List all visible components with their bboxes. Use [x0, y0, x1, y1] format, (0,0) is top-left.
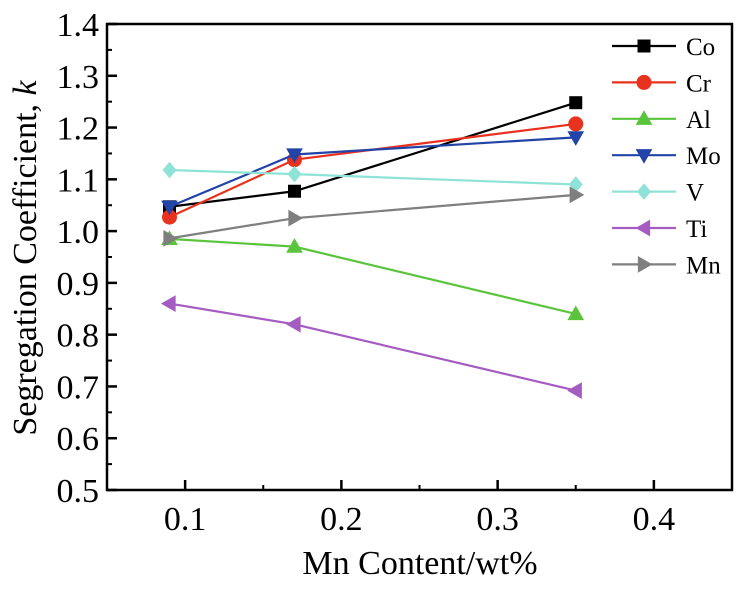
legend-label-ti: Ti [686, 216, 707, 243]
data-point-al [286, 238, 303, 253]
axes: 0.5 0.6 0.7 0.8 0.9 1.0 1.1 1.2 1.3 1.4 0.1 0.2 0.3 0… [57, 7, 734, 538]
legend-item-mo: Mo [612, 143, 721, 170]
series-al [161, 230, 585, 321]
y-tick-label: 1.2 [57, 111, 100, 148]
legend-item-cr: Cr [612, 70, 712, 97]
data-point-mo [161, 200, 178, 216]
data-point-al [567, 305, 585, 321]
series-cr [162, 116, 584, 225]
legend-label-mo: Mo [686, 143, 721, 170]
x-tick-label: 0.1 [164, 501, 207, 538]
data-point-v [287, 165, 302, 183]
legend-label-co: Co [686, 34, 715, 61]
data-point-ti [285, 315, 301, 333]
series-co [163, 96, 583, 214]
legend-marker-al [635, 110, 653, 125]
data-point-co [288, 184, 301, 198]
data-point-mo [286, 148, 303, 163]
y-tick-label: 0.6 [57, 421, 100, 458]
series-line-mn [169, 193, 576, 240]
legend-label-v: V [686, 180, 704, 207]
series-line-ti [169, 302, 577, 392]
y-axis-title-symbol: k [7, 79, 44, 95]
legend-label-mn: Mn [686, 252, 721, 279]
y-tick-label: 0.9 [57, 266, 100, 303]
series-mo [161, 131, 585, 216]
legend: Co Cr Al Mo V Ti Mn [612, 34, 721, 279]
x-tick-label: 0.4 [633, 501, 676, 538]
series-line-cr [169, 122, 576, 219]
series-line-co [169, 101, 577, 208]
legend-item-ti: Ti [612, 216, 707, 243]
legend-item-v: V [612, 180, 704, 207]
data-point-v [162, 161, 177, 179]
legend-item-mn: Mn [612, 252, 721, 279]
x-tick-label: 0.3 [476, 501, 519, 538]
x-axis-title: Mn Content/wt% [302, 545, 537, 582]
data-point-ti [160, 295, 176, 312]
series-ti [160, 295, 582, 399]
y-tick-label: 1.4 [57, 7, 100, 44]
legend-label-cr: Cr [686, 70, 712, 97]
data-point-mo [567, 131, 585, 146]
data-point-mn [163, 229, 179, 247]
data-point-ti [567, 382, 582, 399]
legend-marker-mn [637, 256, 653, 273]
series-line-al [169, 237, 577, 316]
y-tick-label: 0.8 [57, 318, 100, 355]
y-tick-label: 1.1 [57, 162, 100, 199]
legend-marker-cr [636, 74, 652, 90]
legend-marker-co [637, 39, 651, 53]
x-tick-label: 0.2 [320, 501, 363, 538]
series-mn [163, 186, 585, 247]
legend-marker-ti [635, 219, 651, 237]
plot-area [160, 96, 585, 399]
data-point-cr [568, 116, 584, 132]
legend-item-al: Al [612, 107, 711, 134]
y-tick-label: 0.7 [57, 369, 100, 406]
data-point-mn [288, 209, 304, 227]
legend-item-co: Co [612, 34, 715, 61]
y-tick-label: 0.5 [57, 473, 100, 510]
data-point-mn [569, 186, 585, 204]
data-point-co [569, 96, 583, 110]
y-axis-title: Segregation Coefficient, k [7, 79, 44, 435]
legend-marker-mo [635, 149, 653, 164]
y-tick-label: 1.3 [57, 59, 100, 96]
y-axis-title-main: Segregation Coefficient, [7, 95, 44, 435]
legend-label-al: Al [686, 107, 711, 134]
y-tick-label: 1.0 [57, 214, 100, 251]
legend-marker-v [636, 183, 652, 200]
